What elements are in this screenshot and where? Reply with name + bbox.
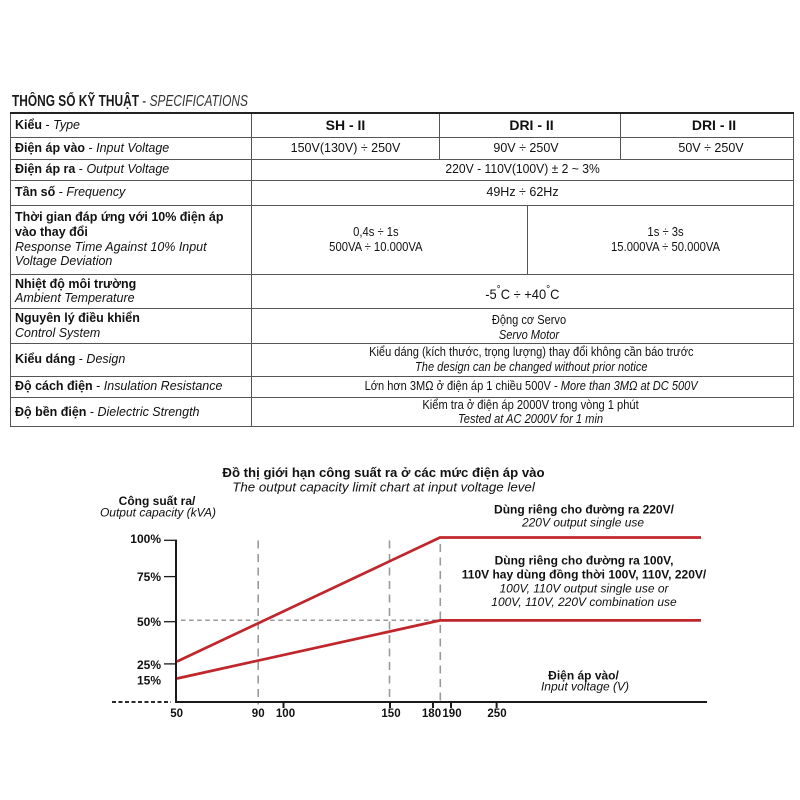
svg-text:Đồ thị giới hạn công suất ra ở: Đồ thị giới hạn công suất ra ở các mức đ…	[222, 465, 544, 480]
svg-text:The output capacity limit char: The output capacity limit chart at input…	[232, 479, 536, 494]
svg-text:Dùng riêng cho đường ra 100V,: Dùng riêng cho đường ra 100V,	[495, 554, 674, 568]
svg-text:Công suất ra/: Công suất ra/	[119, 494, 196, 508]
svg-text:Input voltage (V): Input voltage (V)	[541, 680, 629, 694]
svg-text:25%: 25%	[137, 658, 161, 672]
svg-text:100V, 110V output single use o: 100V, 110V output single use or	[499, 582, 669, 596]
svg-text:100: 100	[276, 708, 295, 720]
svg-text:Output capacity (kVA): Output capacity (kVA)	[100, 506, 216, 520]
svg-text:180: 180	[422, 708, 441, 720]
svg-text:250: 250	[487, 708, 506, 720]
svg-text:100%: 100%	[130, 532, 161, 546]
svg-text:150: 150	[381, 708, 400, 720]
svg-text:220V output single use: 220V output single use	[521, 516, 644, 530]
svg-text:Điện áp vào/: Điện áp vào/	[548, 669, 619, 683]
svg-text:100V, 110V, 220V combination u: 100V, 110V, 220V combination use	[491, 595, 677, 609]
svg-text:110V hay dùng đồng thời 100V,: 110V hay dùng đồng thời 100V, 110V, 220V…	[462, 568, 707, 582]
svg-text:50%: 50%	[137, 615, 161, 629]
svg-text:75%: 75%	[137, 570, 161, 584]
svg-text:90: 90	[252, 708, 265, 720]
svg-text:50: 50	[170, 708, 183, 720]
svg-text:15%: 15%	[137, 673, 161, 687]
svg-text:190: 190	[442, 708, 461, 720]
svg-text:Dùng riêng cho đường ra 220V/: Dùng riêng cho đường ra 220V/	[494, 503, 675, 517]
